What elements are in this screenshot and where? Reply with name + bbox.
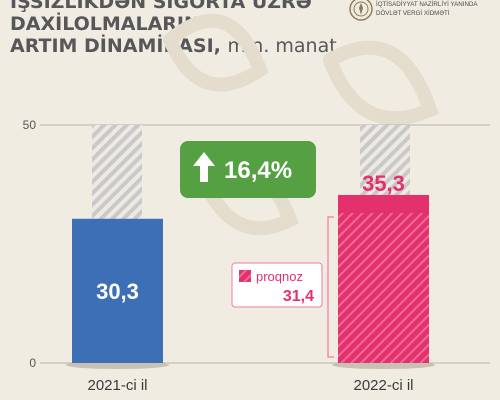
- axis-label-zero: 0: [29, 356, 36, 370]
- growth-badge-bg: [180, 141, 316, 198]
- forecast-label: proqnoz 31,4: [231, 262, 323, 308]
- title-line-1: İŞSİZLİKDƏN SIĞORTA ÜZRƏ: [10, 0, 312, 13]
- forecast-box: [231, 262, 323, 308]
- arrow-up-icon: [193, 152, 215, 182]
- category-label-1: 2021-ci il: [87, 377, 147, 394]
- ornament-leaf: [323, 40, 439, 126]
- forecast-text: proqnoz: [256, 269, 303, 284]
- data-label-2022: 35,3: [362, 171, 405, 196]
- forecast-value: 31,4: [283, 288, 314, 305]
- org-name: İQTİSADİYYAT NAZİRLİYİ YANINDA DÖVLƏT VE…: [376, 1, 500, 18]
- forecast-bracket: [327, 216, 334, 358]
- bar-2022: [338, 194, 429, 363]
- bar-2022-cap: [338, 194, 429, 213]
- forecast-swatch: [239, 270, 251, 282]
- category-label-2: 2022-ci il: [353, 377, 413, 394]
- growth-badge-text: 16,4%: [224, 157, 292, 184]
- axis-label-max: 50: [23, 118, 37, 132]
- growth-badge: 16,4%: [180, 141, 316, 198]
- title-line-2: DAXİLOLMALARIN: [10, 13, 200, 35]
- ornament-leaf: [163, 13, 269, 92]
- data-label-2021: 30,3: [96, 279, 139, 304]
- state-emblem-icon: [349, 0, 373, 21]
- org-line-1: İQTİSADİYYAT NAZİRLİYİ YANINDA: [376, 1, 478, 8]
- bar-2021: [72, 218, 163, 363]
- org-line-2: DÖVLƏT VERGİ XİDMƏTİ: [376, 9, 450, 17]
